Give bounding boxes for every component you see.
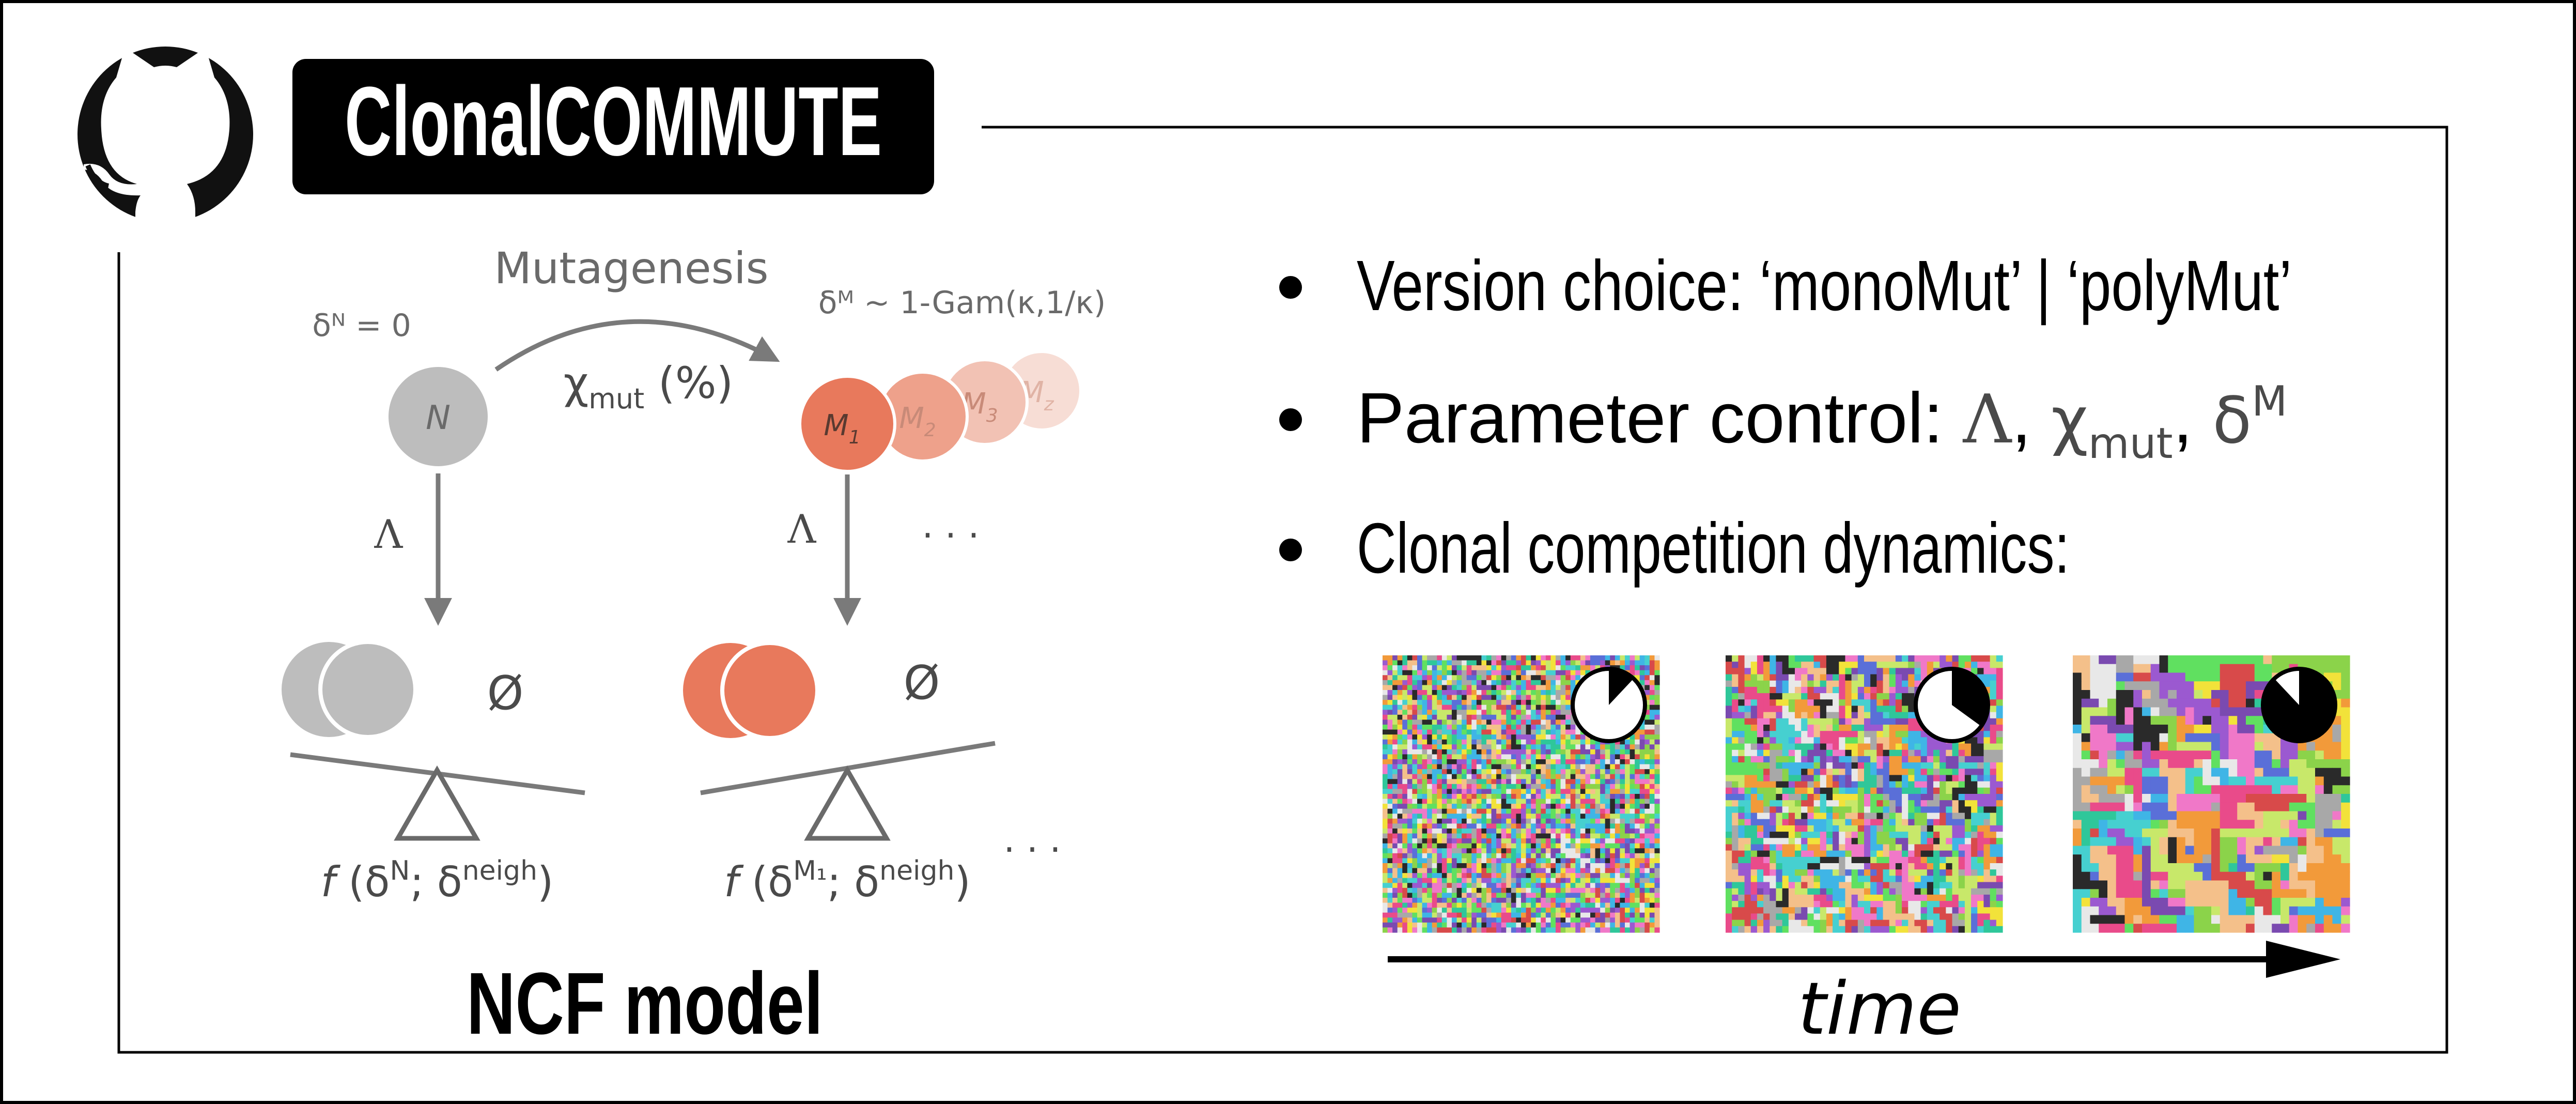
ncf-model-diagram: Mutagenesis δᴺ = 0 δᴹ ~ 1-Gam(κ,1/κ) χmu…: [282, 243, 1106, 1053]
empty-set-right: Ø: [904, 656, 940, 710]
bullet-clonal-dynamics: Clonal competition dynamics:: [1357, 509, 2070, 588]
clone-fraction-slice-2: [1952, 669, 1988, 727]
mutant-cell-label-2: M2: [899, 402, 936, 441]
clone-fraction-slice-3: [2262, 669, 2335, 741]
bullet-parameter-control: Parameter control: Λ, χmut, δM: [1357, 377, 2287, 468]
ncf-model-caption: NCF model: [467, 955, 823, 1053]
bullet-dot-1: [1279, 276, 1302, 299]
empty-set-left: Ø: [487, 666, 524, 720]
chi-mut-label: χmut (%): [564, 358, 734, 415]
lambda-right: Λ: [787, 506, 817, 552]
ellipsis-bottom: · · ·: [1003, 829, 1061, 871]
mutant-cell-label-1: M1: [824, 409, 860, 448]
panel-border: [117, 126, 2448, 1054]
mutant-cell-1: [798, 375, 896, 473]
time-arrow-head: [2266, 941, 2340, 978]
delta-n-label: δᴺ = 0: [312, 308, 411, 344]
lambda-left: Λ: [374, 511, 404, 557]
simulation-snapshots: [1383, 655, 2350, 933]
app-title: ClonalCOMMUTE: [345, 67, 882, 176]
daughter-cell-mutant-2: [720, 641, 819, 740]
title-box: [292, 59, 934, 194]
github-octocat-icon: [77, 47, 253, 226]
snapshot-1: [1383, 655, 1660, 933]
bullet-dot-2: [1279, 408, 1302, 431]
mutagenesis-label: Mutagenesis: [494, 243, 769, 294]
ellipsis-mid: · · ·: [922, 514, 979, 557]
seesaw-fulcrum-left: [394, 765, 480, 841]
mutagenesis-arrow: [494, 319, 780, 372]
clone-fraction-slice-1: [1609, 669, 1634, 705]
snapshot-2: [1726, 655, 2003, 933]
feature-list: Version choice: ‘monoMut’ | ‘polyMut’ Pa…: [1279, 246, 2292, 588]
seesaw-fulcrum-right: [804, 765, 891, 841]
snapshot-3: [2073, 655, 2350, 933]
fitness-label-normal: f (δN; δneigh): [321, 855, 554, 906]
normal-cell: [389, 367, 488, 466]
bullet-version-choice: Version choice: ‘monoMut’ | ‘polyMut’: [1357, 246, 2292, 326]
daughter-cell-normal-2: [318, 640, 417, 739]
normal-cell-label: N: [426, 399, 451, 437]
time-label: time: [1798, 967, 1961, 1051]
bullet-dot-3: [1279, 539, 1302, 561]
delta-m-label: δᴹ ~ 1-Gam(κ,1/κ): [818, 285, 1106, 321]
fitness-label-mutant: f (δM₁; δneigh): [724, 855, 970, 906]
